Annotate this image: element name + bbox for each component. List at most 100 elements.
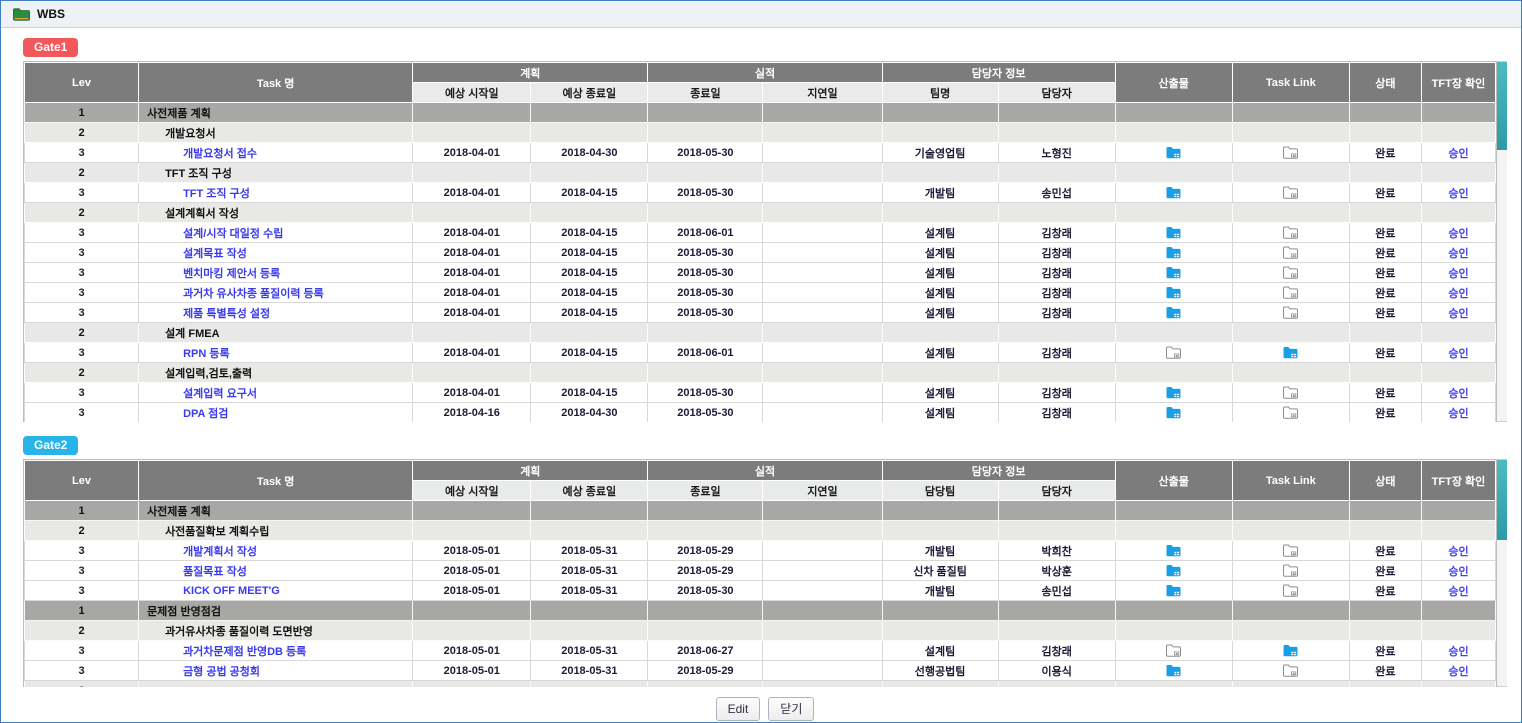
gray-folder-icon[interactable] [1166,644,1182,657]
owner-value: 김창래 [997,382,1116,403]
gray-folder-icon[interactable] [1283,584,1299,597]
task-link-cell [1231,342,1350,363]
approve-link[interactable]: 승인 [1448,187,1469,200]
gray-folder-icon[interactable] [1283,186,1299,199]
task-group-label: 과거유사차종 품질이력 도면반영 [165,625,313,638]
approve-link[interactable]: 승인 [1448,347,1469,360]
tft-confirm-cell: 승인 [1420,402,1497,422]
approve-link[interactable]: 승인 [1448,585,1469,598]
blue-folder-icon[interactable] [1166,186,1181,199]
gate2-scrollbar-thumb[interactable] [1497,460,1507,540]
blue-folder-icon[interactable] [1166,286,1181,299]
blue-folder-icon[interactable] [1166,146,1181,159]
delay-value [762,242,883,263]
owner-value: 이용식 [997,660,1116,681]
task-name-link[interactable]: DPA 점검 [183,407,229,420]
gray-folder-icon[interactable] [1283,386,1299,399]
gray-folder-icon[interactable] [1283,306,1299,319]
task-name-link[interactable]: 설계목표 작성 [183,247,247,260]
gray-folder-icon[interactable] [1283,564,1299,577]
status-value: 완료 [1348,342,1422,363]
gray-folder-icon[interactable] [1283,246,1299,259]
task-name-link[interactable]: 설계/시작 대일정 수립 [183,227,284,240]
gate1-scrollbar-thumb[interactable] [1497,62,1507,150]
task-name-link[interactable]: 개발계획서 작성 [183,545,257,558]
gray-folder-icon[interactable] [1283,266,1299,279]
task-name-link[interactable]: 벤치마킹 제안서 등록 [183,267,281,280]
gray-folder-icon[interactable] [1166,346,1182,359]
status-value [1348,122,1422,143]
blue-folder-icon[interactable] [1166,584,1181,597]
tft-confirm-cell: 승인 [1420,560,1497,581]
blue-folder-icon[interactable] [1166,266,1181,279]
task-name-link[interactable]: 품질목표 작성 [183,565,247,578]
owner-value: 박상훈 [997,560,1116,581]
delay-value [762,640,883,661]
blue-folder-icon[interactable] [1166,544,1181,557]
team-value: 설계팀 [881,640,999,661]
gate2-scrollbar[interactable] [1497,459,1507,687]
close-button[interactable]: 닫기 [768,697,815,721]
task-name-link[interactable]: KICK OFF MEET'G [183,584,280,597]
plan-end-value: 2018-04-15 [530,242,649,263]
gray-folder-icon[interactable] [1283,226,1299,239]
task-name-link[interactable]: 과거차 유사차종 품질이력 등록 [183,287,324,300]
task-row: 3 벤치마킹 제안서 등록 2018-04-01 2018-04-15 2018-05-… [23,262,1497,283]
task-name-link[interactable]: 설계입력 요구서 [183,387,257,400]
blue-folder-icon[interactable] [1166,226,1181,239]
blue-folder-icon[interactable] [1283,346,1298,359]
edit-button[interactable]: Edit [715,697,761,721]
plan-start-value [412,680,532,687]
approve-link[interactable]: 승인 [1448,545,1469,558]
approve-link[interactable]: 승인 [1448,267,1469,280]
approve-link[interactable]: 승인 [1448,247,1469,260]
col-header-delay: 지연일 [762,82,883,103]
approve-link[interactable]: 승인 [1448,665,1469,678]
tft-confirm-cell [1420,202,1497,223]
blue-folder-icon[interactable] [1283,644,1298,657]
approve-link[interactable]: 승인 [1448,645,1469,658]
task-name-link[interactable]: 금형 공법 공청회 [183,665,261,678]
task-cell: 과거차 유사차종 품질이력 등록 [138,282,414,303]
gray-folder-icon[interactable] [1283,146,1299,159]
deliverable-cell [1114,262,1233,283]
approve-link[interactable]: 승인 [1448,565,1469,578]
task-row: 1 문제점 반영점검 [23,600,1497,621]
blue-folder-icon[interactable] [1166,306,1181,319]
gray-folder-icon[interactable] [1283,544,1299,557]
task-cell: 설계입력,검토,출력 [138,362,414,383]
blue-folder-icon[interactable] [1166,564,1181,577]
approve-link[interactable]: 승인 [1448,387,1469,400]
tft-confirm-cell: 승인 [1420,142,1497,163]
team-value [881,362,999,383]
deliverable-cell [1114,660,1233,681]
task-name-link[interactable]: 제품 특별특성 설정 [183,307,271,320]
gray-folder-icon[interactable] [1283,406,1299,419]
approve-link[interactable]: 승인 [1448,147,1469,160]
approve-link[interactable]: 승인 [1448,287,1469,300]
blue-folder-icon[interactable] [1166,406,1181,419]
task-name-link[interactable]: 개발요청서 접수 [183,147,257,160]
gate1-scrollbar[interactable] [1497,61,1507,422]
task-row: 1 사전제품 계획 [23,500,1497,521]
blue-folder-icon[interactable] [1166,386,1181,399]
gray-folder-icon[interactable] [1283,286,1299,299]
team-value: 설계팀 [881,382,999,403]
task-name-link[interactable]: RPN 등록 [183,347,230,360]
approve-link[interactable]: 승인 [1448,227,1469,240]
owner-value [997,500,1116,521]
window-title: WBS [37,7,65,21]
gray-folder-icon[interactable] [1283,664,1299,677]
task-name-link[interactable]: 과거차문제점 반영DB 등록 [183,645,307,658]
approve-link[interactable]: 승인 [1448,307,1469,320]
tft-confirm-cell: 승인 [1420,660,1497,681]
task-group-label: 설계계획서 작성 [165,207,239,220]
plan-end-value: 2018-04-15 [530,302,649,323]
delay-value [762,102,883,123]
lev-value: 3 [23,242,140,263]
blue-folder-icon[interactable] [1166,246,1181,259]
task-name-link[interactable]: TFT 조직 구성 [183,187,250,200]
blue-folder-icon[interactable] [1166,664,1181,677]
approve-link[interactable]: 승인 [1448,407,1469,420]
deliverable-cell [1114,640,1233,661]
